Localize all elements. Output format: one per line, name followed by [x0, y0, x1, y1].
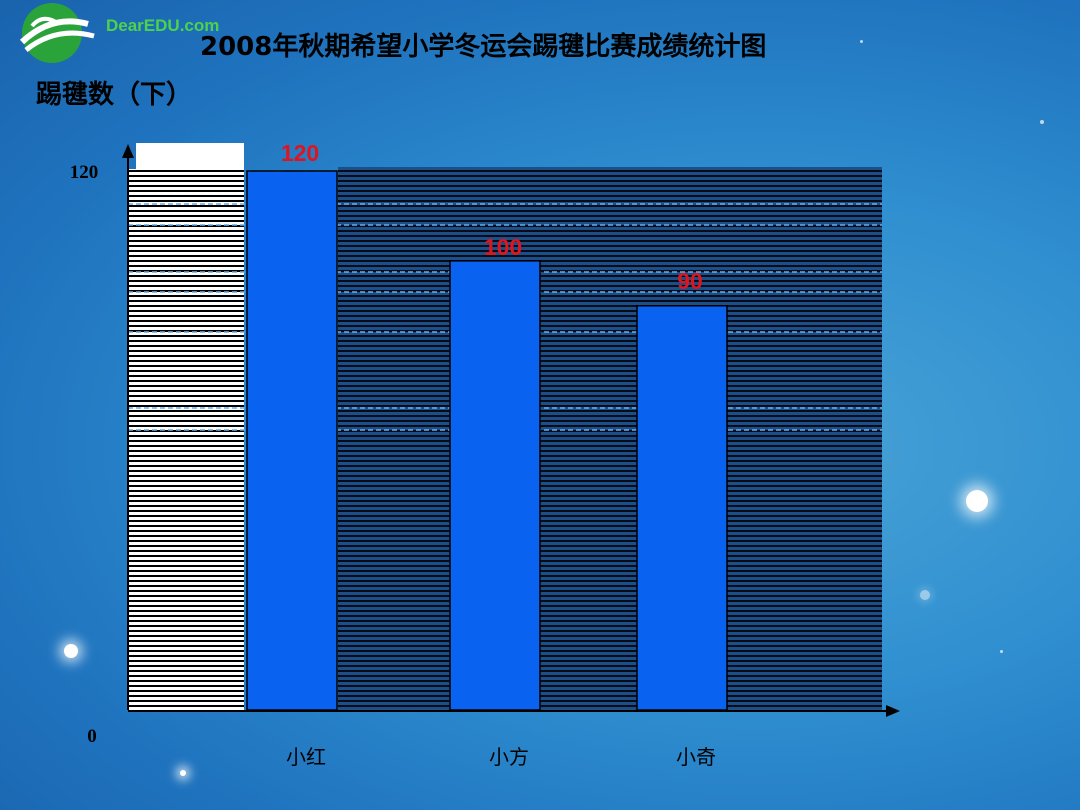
y-tick-label: 120 [70, 162, 99, 183]
y-axis-label: 踢毽数（下） [36, 80, 193, 110]
bar-小奇 [636, 305, 728, 711]
data-label: 90 [677, 268, 703, 294]
y-tick-label: 0 [87, 726, 97, 747]
category-label: 小方 [489, 745, 529, 769]
bar-小红 [246, 170, 338, 711]
star-decoration [1040, 120, 1044, 124]
star-decoration [1000, 650, 1003, 653]
star-decoration [64, 644, 78, 658]
star-decoration [966, 490, 988, 512]
bar-小方 [449, 260, 541, 711]
logo-text: DearEDU.com [106, 16, 220, 35]
deareedu-logo-icon: DearEDU.com [8, 2, 238, 64]
white-header-box [136, 143, 244, 169]
star-decoration [920, 590, 930, 600]
hatched-left-panel [128, 169, 244, 710]
category-label: 小红 [286, 745, 326, 769]
category-label: 小奇 [676, 745, 716, 769]
x-axis-arrow [886, 705, 900, 717]
plot-hatched-background [128, 143, 882, 710]
star-decoration [180, 770, 186, 776]
y-axis-arrow [122, 144, 134, 158]
hatched-right-panel [338, 167, 882, 710]
data-label: 120 [281, 140, 319, 166]
data-label: 100 [484, 234, 522, 260]
chart-title: 2008年秋期希望小学冬运会踢毽比赛成绩统计图 [200, 32, 767, 62]
star-decoration [860, 40, 863, 43]
